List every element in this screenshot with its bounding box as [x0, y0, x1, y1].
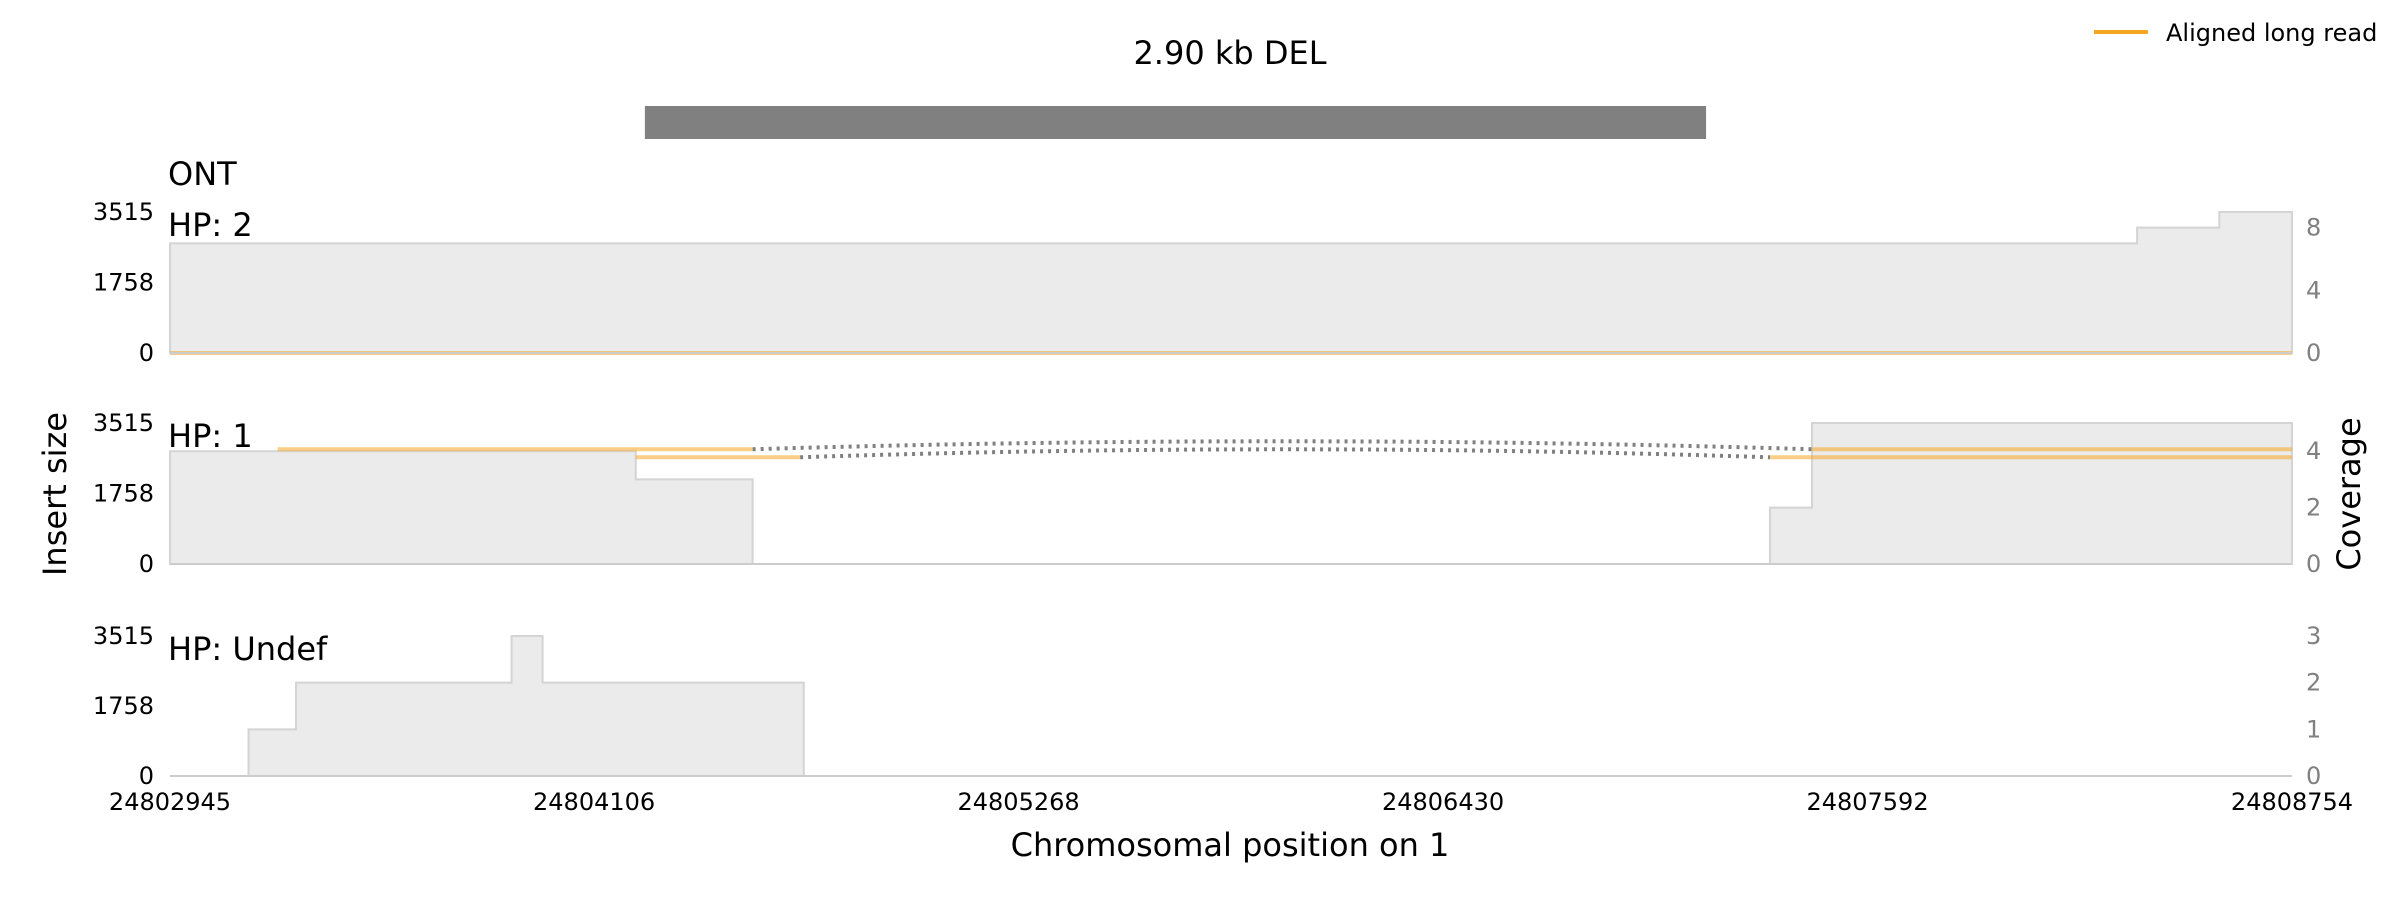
- y-tick-right: 8: [2306, 214, 2321, 242]
- y-tick-right: 0: [2306, 339, 2321, 367]
- x-axis-label: Chromosomal position on 1: [1011, 826, 1450, 864]
- y-tick-left: 0: [139, 339, 154, 367]
- y-tick-right: 1: [2306, 715, 2321, 743]
- legend: Aligned long read: [2094, 19, 2377, 47]
- y-tick-right: 2: [2306, 494, 2321, 522]
- y-tick-right: 0: [2306, 762, 2321, 790]
- split-read-arc: [800, 447, 1771, 460]
- x-tick-label: 24807592: [1806, 788, 1928, 816]
- y-tick-left: 0: [139, 762, 154, 790]
- x-tick-label: 24804106: [533, 788, 655, 816]
- technology-label: ONT: [168, 155, 237, 193]
- split-read-arc: [752, 439, 1813, 452]
- x-axis-ticks: 24802945 24804106 24805268 24806430 24807592…: [109, 788, 2353, 816]
- y-tick-right: 3: [2306, 622, 2321, 650]
- y-tick-right: 2: [2306, 669, 2321, 697]
- panel-label-hp-1: HP: 1: [168, 417, 253, 455]
- y-axis-label-left: Insert size: [36, 412, 74, 576]
- y-tick-right: 0: [2306, 550, 2321, 578]
- y-tick-left: 3515: [93, 409, 154, 437]
- panel-label-hp-undef: HP: Undef: [168, 630, 328, 668]
- coverage-area: [169, 422, 2293, 565]
- x-tick-label: 24806430: [1382, 788, 1504, 816]
- legend-label: Aligned long read: [2166, 19, 2377, 47]
- coverage-area: [169, 211, 2293, 354]
- coverage-area: [170, 635, 2292, 777]
- sv-deletion-bar: [644, 106, 1707, 139]
- y-tick-left: 1758: [93, 692, 154, 720]
- panel-hp-1: 0 1758 3515 0 2 4 HP: 1: [93, 409, 2321, 578]
- panel-hp-undef: 0 1758 3515 0 1 2 3 HP: Undef: [93, 622, 2321, 790]
- panel-hp-2: 0 1758 3515 0 4 8 HP: 2: [93, 198, 2321, 367]
- x-tick-label: 24802945: [109, 788, 231, 816]
- y-tick-left: 0: [139, 550, 154, 578]
- y-tick-right: 4: [2306, 437, 2321, 465]
- chart-title: 2.90 kb DEL: [1133, 34, 1326, 72]
- y-tick-right: 4: [2306, 276, 2321, 304]
- y-axis-label-right: Coverage: [2330, 417, 2368, 570]
- x-tick-label: 24805268: [958, 788, 1080, 816]
- panel-label-hp-2: HP: 2: [168, 206, 253, 244]
- y-tick-left: 1758: [93, 479, 154, 507]
- y-tick-left: 3515: [93, 198, 154, 226]
- y-tick-left: 3515: [93, 622, 154, 650]
- x-tick-label: 24808754: [2231, 788, 2353, 816]
- y-tick-left: 1758: [93, 268, 154, 296]
